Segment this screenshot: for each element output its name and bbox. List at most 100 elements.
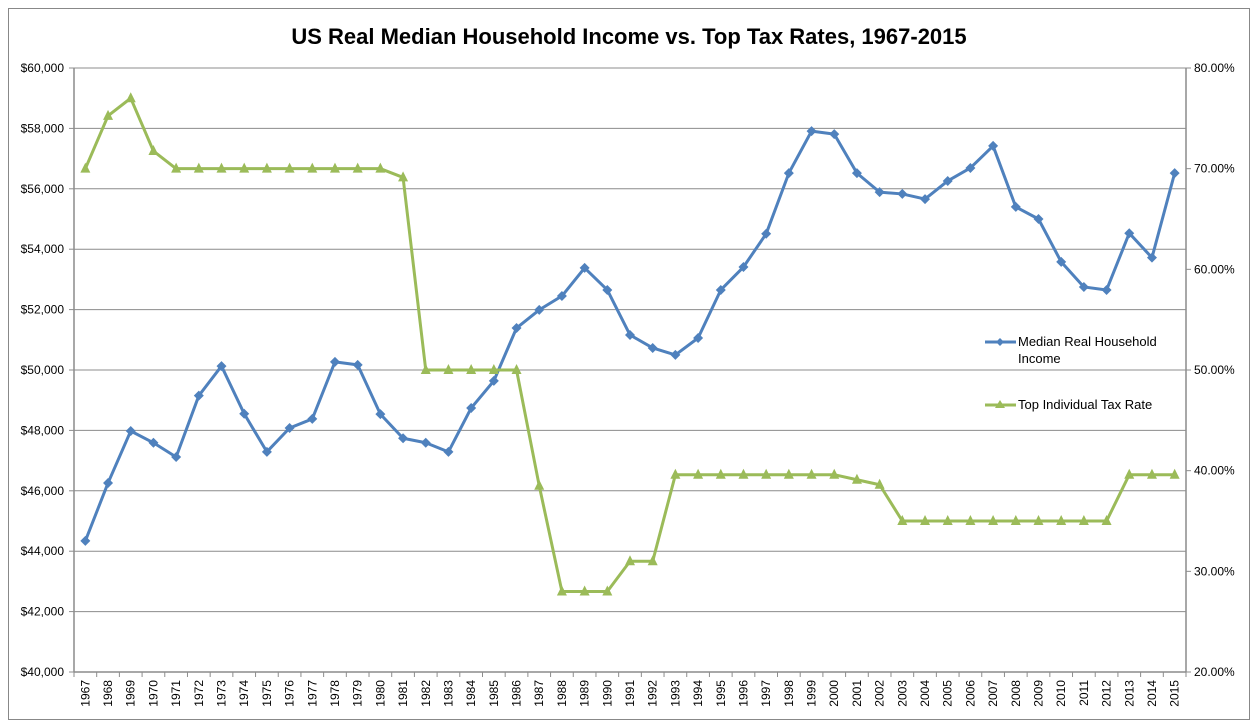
income-point — [466, 403, 477, 414]
income-point — [1078, 281, 1089, 292]
x-tick-label: 1981 — [396, 680, 410, 707]
tax-rate-point — [398, 171, 409, 182]
left-tick-label: $46,000 — [21, 484, 65, 498]
income-point — [1033, 214, 1044, 224]
x-tick-label: 1975 — [260, 680, 274, 707]
tax-rate-point — [171, 162, 182, 173]
income-point — [148, 437, 159, 448]
tax-rate-point — [193, 162, 204, 173]
x-tick-label: 1985 — [487, 680, 501, 707]
x-tick-label: 1992 — [646, 680, 660, 707]
income-point — [1169, 168, 1180, 179]
tax-rate-point — [329, 162, 340, 173]
income-point — [670, 349, 681, 360]
income-point — [261, 446, 272, 457]
income-point — [920, 194, 931, 205]
tax-rate-point — [693, 468, 704, 479]
income-point — [511, 323, 522, 334]
legend-label-line: Median Real Household — [1018, 334, 1157, 349]
income-point — [375, 409, 386, 420]
tax-rate-point — [488, 364, 499, 374]
left-tick-label: $56,000 — [21, 182, 65, 196]
x-tick-label: 1974 — [237, 680, 251, 707]
tax-rate-point — [375, 162, 386, 173]
tax-rate-point — [352, 162, 363, 173]
income-point — [1056, 256, 1067, 267]
left-tick-label: $44,000 — [21, 544, 65, 558]
left-tick-label: $58,000 — [21, 121, 65, 135]
tax-rate-point — [942, 515, 953, 525]
x-tick-label: 1976 — [283, 680, 297, 707]
legend-diamond-icon — [996, 338, 1004, 346]
gridlines — [74, 67, 1186, 673]
tax-rate-point — [534, 479, 545, 490]
tax-rate-point — [443, 364, 454, 374]
x-tick-label: 2001 — [850, 680, 864, 707]
tax-rate-point — [829, 468, 840, 479]
income-point — [693, 332, 704, 343]
left-tick-label: $52,000 — [21, 303, 65, 317]
income-point — [1010, 201, 1021, 212]
x-tick-label: 2000 — [827, 680, 841, 707]
tax-rate-point — [148, 145, 159, 156]
tax-rate-point — [1146, 468, 1157, 479]
right-axis-ticks: 20.00% 30.00% 40.00% 50.00% 60.00% 70.00% 80.0… — [1186, 61, 1235, 679]
tax-rate-point — [579, 585, 590, 596]
income-point — [329, 356, 340, 367]
income-point — [556, 291, 567, 302]
legend-triangle-icon — [995, 400, 1005, 408]
right-tick-label: 30.00% — [1194, 564, 1235, 578]
x-tick-label: 1995 — [714, 680, 728, 707]
income-point — [307, 413, 318, 424]
income-point — [80, 535, 91, 546]
income-point — [239, 408, 250, 419]
tax-rate-point — [103, 109, 114, 120]
x-tick-label: 1979 — [351, 680, 365, 707]
tax-rate-point — [511, 364, 522, 374]
tax-rate-point — [284, 162, 295, 173]
x-tick-label: 1973 — [215, 680, 229, 707]
x-tick-label: 2015 — [1168, 680, 1182, 707]
x-tick-label: 1997 — [759, 680, 773, 707]
x-tick-label: 1977 — [305, 680, 319, 707]
legend-label-income: Median Real Household Income — [1018, 333, 1157, 367]
income-point — [988, 140, 999, 151]
x-tick-label: 1984 — [464, 680, 478, 707]
right-tick-label: 50.00% — [1194, 363, 1235, 377]
x-tick-label: 2008 — [1009, 680, 1023, 707]
income-point — [897, 188, 908, 199]
income-point — [761, 228, 772, 239]
x-tick-label: 2002 — [873, 680, 887, 707]
tax-rate-point — [80, 162, 91, 173]
tax-rate-point — [874, 478, 885, 489]
x-tick-label: 1989 — [578, 680, 592, 707]
tax-rate-point — [1124, 468, 1135, 479]
income-point — [103, 477, 114, 488]
x-tick-label: 2006 — [963, 680, 977, 707]
income-point — [1101, 284, 1112, 295]
tax-rate-point — [965, 515, 976, 525]
income-point — [284, 422, 295, 433]
tax-rate-point — [761, 468, 772, 479]
income-point — [443, 446, 454, 457]
x-tick-label: 1988 — [555, 680, 569, 707]
x-tick-label: 2007 — [986, 680, 1000, 707]
income-point — [488, 375, 499, 386]
x-tick-label: 2004 — [918, 680, 932, 707]
tax-rate-point — [602, 585, 613, 596]
income-point — [398, 433, 409, 444]
income-point — [965, 162, 976, 173]
income-point — [829, 129, 840, 140]
income-point — [783, 168, 794, 179]
tax-rate-point — [556, 585, 567, 596]
x-tick-label: 1971 — [169, 680, 183, 707]
income-point — [851, 168, 862, 179]
income-point — [738, 262, 749, 273]
x-tick-label: 2012 — [1100, 680, 1114, 707]
left-tick-label: $40,000 — [21, 665, 65, 679]
x-tick-label: 1967 — [78, 680, 92, 707]
income-point — [171, 451, 182, 462]
right-tick-label: 20.00% — [1194, 665, 1235, 679]
tax-rate-point — [806, 468, 817, 479]
x-tick-label: 2005 — [941, 680, 955, 707]
